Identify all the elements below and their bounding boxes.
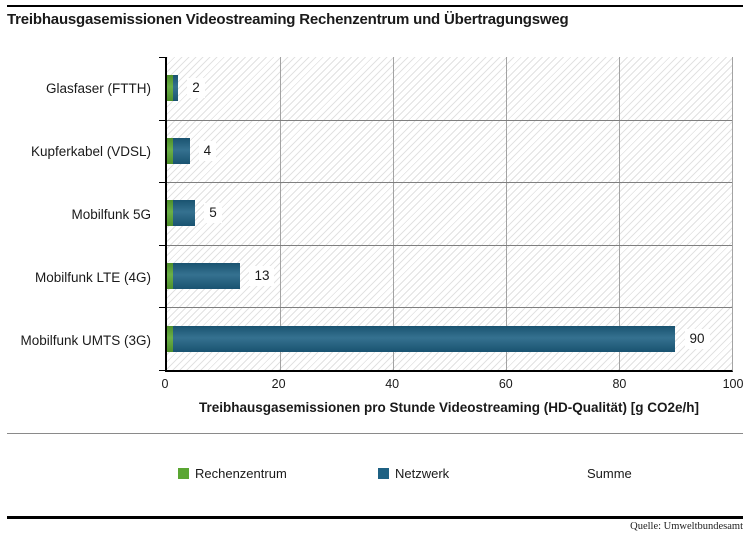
source-note: Quelle: Umweltbundesamt: [630, 521, 743, 532]
y-axis-label: Mobilfunk UMTS (3G): [20, 333, 151, 348]
legend-item-rechenzentrum: Rechenzentrum: [178, 466, 287, 481]
row-separator: [167, 244, 732, 246]
legend-label: Rechenzentrum: [195, 466, 287, 481]
x-tick-label: 40: [385, 377, 400, 391]
y-axis-tick: [159, 370, 165, 371]
legend-label: Summe: [587, 466, 632, 481]
x-tick-label: 0: [161, 377, 169, 391]
y-axis-label: Mobilfunk 5G: [71, 207, 151, 222]
x-axis-title: Treibhausgasemissionen pro Stunde Videos…: [198, 400, 700, 415]
row-separator: [167, 182, 732, 184]
chart-title: Treibhausgasemissionen Videostreaming Re…: [7, 11, 569, 28]
y-axis-label: Glasfaser (FTTH): [45, 81, 151, 96]
gridline-vertical: [619, 57, 620, 370]
y-axis-tick: [159, 57, 165, 58]
bar-value-label: 2: [187, 78, 205, 99]
x-tick-label: 80: [612, 377, 627, 391]
legend-item-netzwerk: Netzwerk: [378, 466, 449, 481]
bar-value-label: 4: [198, 140, 217, 161]
y-axis-tick: [159, 307, 165, 309]
chart-row: 90: [167, 307, 732, 370]
row-separator: [167, 307, 732, 309]
chart-row: 13: [167, 245, 732, 308]
gridline-vertical: [393, 57, 394, 370]
chart-row: 4: [167, 120, 732, 183]
chart-row: 5: [167, 182, 732, 245]
bar-segment-netzwerk: [172, 200, 196, 227]
row-separator: [167, 119, 732, 121]
x-axis-ticks: 0 20 40 60 80 100: [161, 377, 744, 393]
bar-segment-netzwerk: [172, 325, 676, 352]
plot-area: 2 4 5 13 90: [159, 57, 733, 372]
y-axis-label: Kupferkabel (VDSL): [30, 144, 151, 159]
stacked-bar: [167, 75, 732, 102]
gridline-vertical: [280, 57, 281, 370]
bar-segment-netzwerk: [172, 75, 179, 102]
legend-label: Netzwerk: [395, 466, 450, 481]
bar-value-label: 5: [204, 203, 222, 224]
bar-segment-rechenzentrum: [167, 137, 173, 164]
x-tick-label: 60: [498, 377, 513, 391]
y-axis-label: Mobilfunk LTE (4G): [34, 270, 151, 285]
bar-segment-rechenzentrum: [167, 200, 173, 227]
legend-swatch: [178, 468, 189, 479]
legend-item-summe: Summe: [587, 466, 632, 481]
stacked-bar: [167, 325, 732, 352]
y-axis-tick: [159, 182, 165, 184]
stacked-bar: [167, 137, 732, 164]
stacked-bar: [167, 200, 732, 227]
bar-segment-netzwerk: [172, 137, 190, 164]
x-tick-label: 20: [271, 377, 286, 391]
bar-segment-rechenzentrum: [167, 263, 173, 290]
legend-swatch: [378, 468, 389, 479]
top-rule: [7, 5, 743, 7]
bar-value-label: 13: [249, 266, 275, 287]
bar-value-label: 90: [684, 328, 710, 349]
y-axis-tick: [159, 119, 165, 121]
x-tick-label: 100: [722, 377, 744, 391]
legend-divider-line: [7, 433, 743, 434]
bar-segment-rechenzentrum: [167, 75, 173, 102]
y-axis-tick: [159, 244, 165, 246]
legend: Rechenzentrum Netzwerk Summe: [7, 466, 743, 488]
bar-segment-netzwerk: [172, 263, 241, 290]
bottom-rule: [7, 516, 743, 519]
y-axis-labels: Glasfaser (FTTH) Kupferkabel (VDSL) Mobilf…: [7, 57, 158, 372]
bar-segment-rechenzentrum: [167, 325, 173, 352]
chart-row: 2: [167, 57, 732, 120]
gridline-vertical: [506, 57, 507, 370]
